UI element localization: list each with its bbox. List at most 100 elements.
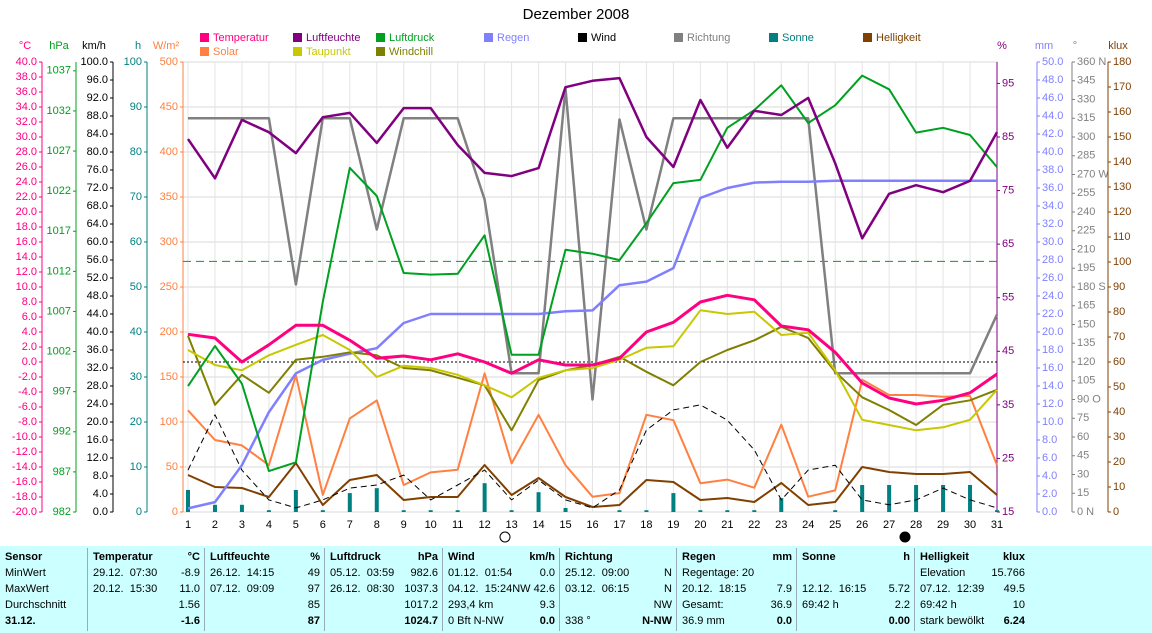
y-tick-label: -18.0 xyxy=(12,491,37,503)
bar xyxy=(186,489,190,512)
header-unit: h xyxy=(903,551,910,563)
cell-left: Gesamt: xyxy=(682,599,724,611)
y-tick-label: 48.0 xyxy=(87,290,108,302)
legend-label: Taupunkt xyxy=(306,46,351,58)
y-tick-label: 1027 xyxy=(47,145,71,157)
legend-swatch xyxy=(484,33,493,42)
bar xyxy=(617,510,622,512)
cell-right: 0.0 xyxy=(539,615,555,627)
cell-left: 26.12. 14:15 xyxy=(210,567,275,579)
y-tick-label: 90 O xyxy=(1077,393,1101,405)
x-tick-label: 2 xyxy=(212,519,218,531)
y-tick-label: 96.0 xyxy=(87,74,108,86)
y-tick-label: 26.0 xyxy=(16,161,37,173)
cell-right: 9.3 xyxy=(539,599,555,611)
bar xyxy=(239,504,244,512)
y-tick-label: 65 xyxy=(1002,238,1014,250)
bar xyxy=(455,510,460,512)
y-tick-label: 255 xyxy=(1077,187,1095,199)
y-tick-label: 0.0 xyxy=(1042,506,1057,518)
row-label: 31.12. xyxy=(5,615,36,627)
y-tick-label: 105 xyxy=(1077,375,1095,387)
cell-right: 982.6 xyxy=(410,567,438,579)
y-tick-label: 60 xyxy=(130,236,142,248)
y-tick-label: 120 xyxy=(1113,206,1131,218)
y-tick-label: 30 xyxy=(1113,431,1125,443)
header-unit: mm xyxy=(772,551,792,563)
y-tick-label: 12.0 xyxy=(87,452,108,464)
y-tick-label: 14.0 xyxy=(1042,380,1063,392)
y-tick-label: 20 xyxy=(130,416,142,428)
legend-swatch xyxy=(863,33,872,42)
y-tick-label: 92.0 xyxy=(87,92,108,104)
y-tick-label: 15 xyxy=(1077,487,1089,499)
y-tick-label: 60.0 xyxy=(87,236,108,248)
cell-left: stark bewölkt xyxy=(920,615,985,627)
y-tick-label: 42.0 xyxy=(1042,128,1063,140)
header-cell: Helligkeit xyxy=(920,551,969,563)
moon-phase-icon xyxy=(899,531,911,543)
y-tick-label: 1012 xyxy=(47,265,71,277)
y-tick-label: 2.0 xyxy=(1042,488,1057,500)
bar xyxy=(995,510,999,512)
header-cell: Luftfeuchte xyxy=(210,551,270,563)
bar xyxy=(509,510,514,512)
legend-label: Regen xyxy=(497,32,529,44)
y-tick-label: 70 xyxy=(1113,331,1125,343)
y-tick-label: 32.0 xyxy=(87,362,108,374)
y-tick-label: -14.0 xyxy=(12,461,37,473)
bar xyxy=(941,485,946,512)
cell-right: 1017.2 xyxy=(404,599,438,611)
y-tick-label: 80 xyxy=(1113,306,1125,318)
bar xyxy=(428,510,433,512)
legend-swatch xyxy=(200,47,209,56)
y-tick-label: 50 xyxy=(130,281,142,293)
cell-right: 85 xyxy=(307,599,320,611)
y-tick-label: 56.0 xyxy=(87,254,108,266)
cell-left: 12.12. 16:15 xyxy=(802,583,867,595)
legend-swatch xyxy=(293,47,302,56)
x-tick-label: 9 xyxy=(401,519,407,531)
y-tick-label: 24.0 xyxy=(16,176,37,188)
line-series xyxy=(187,179,997,510)
x-tick-label: 17 xyxy=(613,519,625,531)
line-series xyxy=(187,309,998,432)
cell-right: 0.00 xyxy=(888,615,910,627)
y-tick-label: 75 xyxy=(1002,184,1014,196)
y-tick-label: 30 xyxy=(130,371,142,383)
line-series xyxy=(187,372,998,498)
cell-left: 293,4 km xyxy=(448,599,494,611)
legend-label: Sonne xyxy=(782,32,814,44)
y-tick-label: 85 xyxy=(1002,131,1014,143)
legend-label: Luftfeuchte xyxy=(306,32,360,44)
line-series xyxy=(186,76,999,240)
legend-label: Luftdruck xyxy=(389,32,435,44)
cell-left: 01.12. 01:54 xyxy=(448,567,513,579)
cell-left: 07.12. 12:39 xyxy=(920,583,985,595)
y-tick-label: 20.0 xyxy=(1042,326,1063,338)
y-tick-label: 345 xyxy=(1077,75,1095,87)
y-tick-label: 100 xyxy=(124,56,142,68)
legend-swatch xyxy=(200,33,209,42)
y-tick-label: 26.0 xyxy=(1042,272,1063,284)
y-tick-label: 4.0 xyxy=(22,326,37,338)
y-tick-label: 130 xyxy=(1113,181,1131,193)
y-tick-label: 36.0 xyxy=(87,344,108,356)
x-tick-label: 1 xyxy=(185,519,191,531)
y-tick-label: 150 xyxy=(1113,131,1131,143)
bar xyxy=(698,510,703,512)
y-tick-label: 6.0 xyxy=(1042,452,1057,464)
y-tick-label: 330 xyxy=(1077,93,1095,105)
y-tick-label: 195 xyxy=(1077,262,1095,274)
x-tick-label: 16 xyxy=(586,519,598,531)
cell-left: 26.12. 08:30 xyxy=(330,583,395,595)
y-tick-label: 22.0 xyxy=(16,191,37,203)
axis-unit-label: mm xyxy=(1035,40,1053,52)
column-separator xyxy=(914,548,915,631)
x-tick-label: 21 xyxy=(721,519,733,531)
y-tick-label: 44.0 xyxy=(1042,110,1063,122)
y-tick-label: 20.0 xyxy=(87,416,108,428)
y-tick-label: 150 xyxy=(160,371,178,383)
y-tick-label: 16.0 xyxy=(87,434,108,446)
cell-left: 05.12. 03:59 xyxy=(330,567,395,579)
